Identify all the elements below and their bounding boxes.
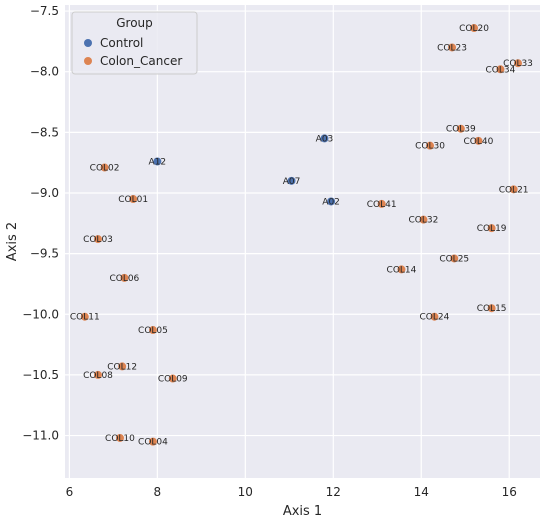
data-point — [514, 59, 523, 68]
point-label: COL12 — [107, 362, 137, 372]
data-point — [509, 185, 518, 194]
point-label: COL15 — [477, 304, 507, 314]
point-label: COL32 — [409, 216, 439, 226]
x-tick-labels: 6 8 10 12 14 16 — [66, 485, 517, 499]
data-point — [80, 312, 89, 321]
y-tick-label: −8.5 — [30, 125, 59, 139]
data-point — [448, 43, 457, 52]
point-label: COL08 — [83, 371, 113, 381]
point-labels: A12A03A07A02COL20COL23COL33COL34COL39COL… — [70, 24, 533, 448]
point-label: COL39 — [446, 125, 476, 135]
point-label: A02 — [322, 197, 340, 207]
y-tick-label: −9.5 — [30, 247, 59, 261]
point-label: A07 — [283, 177, 301, 187]
y-tick-label: −7.5 — [30, 4, 59, 18]
point-label: COL21 — [499, 185, 529, 195]
data-point — [120, 273, 129, 282]
data-point — [487, 304, 496, 313]
point-label: COL03 — [83, 235, 113, 245]
legend-marker — [84, 39, 92, 47]
point-label: COL04 — [138, 438, 168, 448]
data-point — [487, 224, 496, 233]
data-point — [419, 215, 428, 224]
data-point — [327, 197, 336, 206]
data-point — [129, 195, 138, 204]
point-label: COL34 — [485, 65, 515, 75]
point-label: A03 — [316, 134, 334, 144]
point-label: COL20 — [459, 24, 489, 34]
x-tick-label: 6 — [66, 485, 74, 499]
y-tick-label: −10.5 — [22, 368, 59, 382]
x-tick-label: 8 — [154, 485, 162, 499]
legend-entry: Colon_Cancer — [100, 54, 182, 68]
plot-area — [65, 5, 540, 478]
data-point — [148, 326, 157, 335]
data-point — [474, 136, 483, 145]
data-point — [377, 199, 386, 208]
grid-lines — [65, 5, 540, 478]
y-axis-title: Axis 2 — [5, 222, 20, 261]
y-tick-label: −8.0 — [30, 65, 59, 79]
data-point — [93, 235, 102, 244]
legend-title: Group — [116, 16, 153, 30]
point-label: COL24 — [420, 313, 450, 323]
data-point — [426, 141, 435, 150]
point-label: COL25 — [439, 254, 469, 264]
x-axis-title: Axis 1 — [283, 504, 322, 519]
data-point — [450, 254, 459, 263]
data-point — [148, 437, 157, 446]
data-point — [470, 24, 479, 33]
point-label: COL30 — [415, 142, 445, 152]
point-label: A12 — [149, 157, 167, 167]
x-tick-label: 16 — [502, 485, 517, 499]
point-label: COL23 — [437, 43, 467, 53]
data-point — [168, 374, 177, 383]
x-tick-label: 12 — [326, 485, 341, 499]
x-tick-label: 14 — [414, 485, 429, 499]
point-label: COL14 — [387, 265, 417, 275]
point-label: COL11 — [70, 313, 100, 323]
data-point — [397, 265, 406, 274]
data-points — [80, 24, 523, 446]
legend: Group Control Colon_Cancer — [71, 11, 198, 75]
point-label: COL40 — [464, 137, 494, 147]
y-tick-label: −10.0 — [22, 307, 59, 321]
point-label: COL05 — [138, 326, 168, 336]
legend-box — [71, 11, 198, 75]
data-point — [287, 176, 296, 185]
data-point — [430, 312, 439, 321]
point-label: COL02 — [90, 164, 120, 174]
point-label: COL41 — [367, 200, 397, 210]
point-label: COL09 — [158, 375, 188, 385]
point-label: COL06 — [109, 274, 139, 284]
y-tick-label: −9.0 — [30, 186, 59, 200]
x-tick-label: 10 — [238, 485, 253, 499]
point-label: COL19 — [477, 224, 507, 234]
data-point — [456, 124, 465, 133]
data-point — [496, 65, 505, 74]
data-point — [93, 370, 102, 379]
data-point — [320, 134, 329, 143]
legend-entry: Control — [100, 36, 143, 50]
point-label: COL01 — [118, 195, 148, 205]
data-point — [115, 433, 124, 442]
legend-marker — [84, 57, 92, 65]
y-tick-label: −11.0 — [22, 429, 59, 443]
y-tick-labels: −11.0 −10.5 −10.0 −9.5 −9.0 −8.5 −8.0 −7.5 — [22, 4, 59, 442]
point-label: COL10 — [105, 434, 135, 444]
data-point — [153, 157, 162, 166]
data-point — [118, 362, 127, 371]
point-label: COL33 — [503, 59, 533, 69]
data-point — [100, 163, 109, 172]
